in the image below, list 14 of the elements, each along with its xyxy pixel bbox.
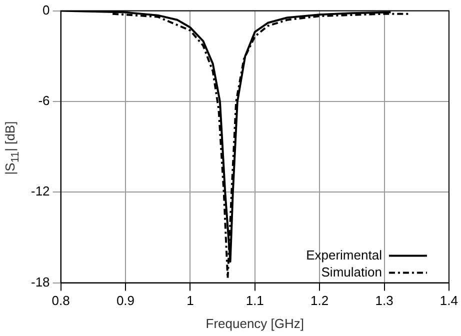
x-axis-title: Frequency [GHz]	[206, 316, 304, 331]
x-tick-label: 1.2	[310, 293, 329, 308]
y-tick-label: -18	[30, 274, 50, 290]
y-tick-label: -12	[30, 184, 50, 199]
x-tick-label: 0.8	[52, 293, 70, 308]
y-tick-label: -6	[38, 93, 50, 108]
x-tick-label: 0.9	[116, 293, 135, 308]
x-tick-label: 1	[186, 293, 194, 308]
legend-label: Simulation	[321, 264, 382, 280]
x-tick-label: 1.3	[375, 293, 394, 308]
x-tick-label: 1.4	[440, 293, 458, 308]
legend-label: Experimental	[306, 247, 382, 262]
x-tick-label: 1.1	[246, 293, 264, 308]
y-tick-label: 0	[42, 2, 50, 18]
